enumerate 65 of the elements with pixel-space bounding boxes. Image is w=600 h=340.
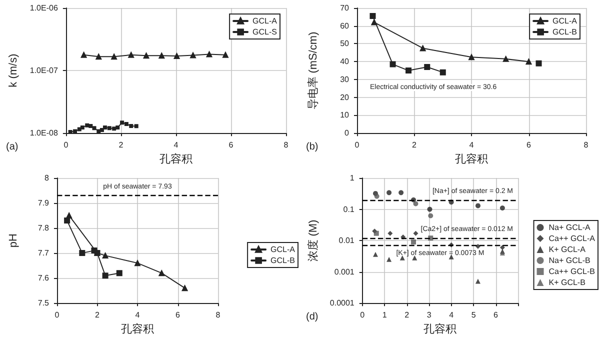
y-axis-title: pH [8,233,20,248]
x-tick-label: 2 [404,310,410,320]
legend-label: GCL-A [552,16,578,26]
legend-label: K+ GCL-B [548,278,586,287]
text: (d) [306,312,318,322]
y-tick-label: 1 [350,174,355,182]
y-tick-label: 7.5 [38,298,50,308]
x-tick-label: 5 [471,310,476,320]
legend-label: GCL-S [252,28,278,36]
legend-label: Ca++ GCL-A [548,234,596,243]
legend-label: Na+ GCL-A [548,223,591,232]
text: (b) [306,142,318,152]
legend-label: K+ GCL-A [548,245,586,254]
x-tick-label: 4 [449,310,454,320]
y-tick-label: 0.0001 [330,298,355,308]
y-axis-title: k (m/s) [8,54,20,88]
x-tick-label: 2 [95,310,100,320]
legend-label: Na+ GCL-B [548,256,590,265]
legend-label: GCL-A [252,16,278,26]
text: (a) [6,142,18,152]
y-tick-label: 1.0E-06 [30,4,58,12]
x-tick-label: 6 [526,140,532,150]
y-tick-label: 0.1 [343,204,355,214]
y-tick-label: 7.8 [38,224,50,233]
x-tick-label: 8 [216,310,221,320]
y-tick-label: 7.6 [38,274,50,283]
y-tick-label: 1.0E-08 [30,128,58,138]
x-tick-label: 1 [382,310,388,320]
y-tick-label: 60 [340,21,350,30]
legend-label: GCL-B [270,256,296,265]
x-axis-title: 孔容积 [424,322,457,336]
y-tick-label: 1.0E-07 [30,66,58,76]
y-axis-title: 浓度 (M) [306,220,320,262]
y-tick-label: 0 [344,128,350,138]
x-tick-label: 8 [584,140,589,150]
x-tick-label: 6 [228,140,234,150]
x-tick-label: 6 [494,310,499,320]
x-tick-label: 4 [135,310,140,320]
y-tick-label: 20 [340,92,350,102]
x-axis-title: 孔容积 [159,152,192,166]
x-tick-label: 6 [176,310,181,320]
legend-label: Ca++ GCL-B [548,267,596,276]
y-tick-label: 7.9 [38,198,50,208]
x-tick-label: 0 [360,310,366,320]
y-axis-title: 导电率 (mS/cm) [306,32,320,110]
y-tick-label: 0.01 [338,236,355,246]
x-tick-label: 2 [118,140,124,150]
x-tick-label: 3 [426,310,432,320]
y-tick-label: 0.001 [334,267,355,276]
y-tick-label: 30 [340,74,350,84]
legend-label: GCL-B [552,28,578,36]
y-tick-label: 8 [44,174,50,182]
y-tick-label: 50 [340,39,350,48]
y-tick-label: 40 [340,57,350,66]
x-tick-label: 2 [412,140,418,150]
y-tick-label: 70 [340,4,350,12]
x-axis-title: 孔容积 [121,322,154,336]
x-tick-label: 4 [174,140,179,150]
y-tick-label: 7.7 [38,248,50,258]
x-tick-label: 8 [284,140,289,150]
y-tick-label: 10 [340,110,350,120]
x-tick-label: 0 [64,140,69,150]
x-axis-title: 孔容积 [455,152,488,166]
x-tick-label: 4 [469,140,474,150]
legend-label: GCL-A [270,245,296,254]
